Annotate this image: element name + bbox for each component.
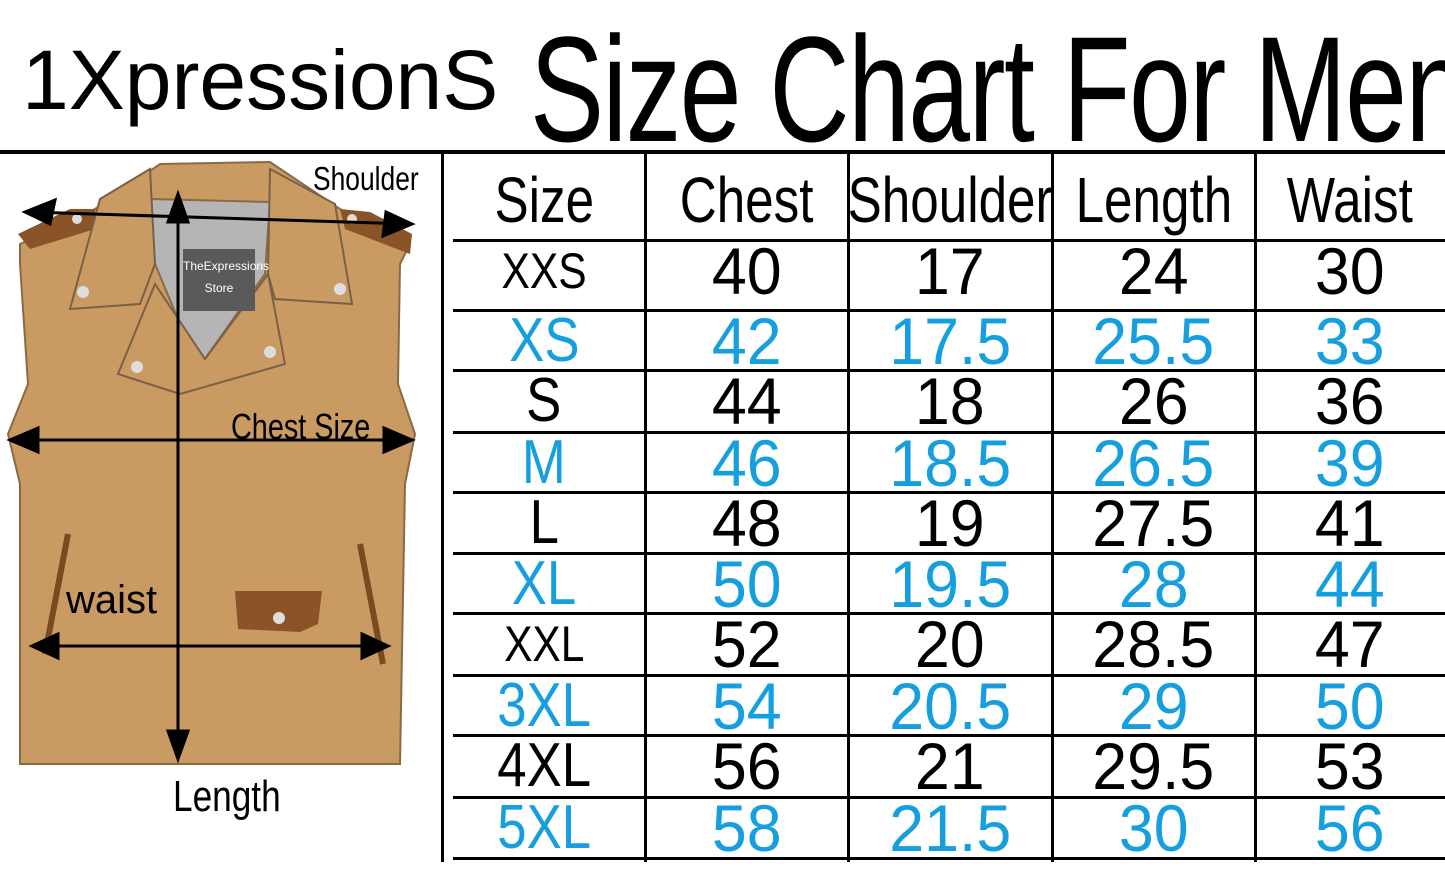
measurement-cell: 24 <box>1118 234 1189 308</box>
size-cell: XS <box>508 306 580 375</box>
vest-illustration <box>6 160 417 765</box>
column-divider <box>644 152 647 862</box>
measurement-cell: 56 <box>711 729 782 803</box>
measurement-cell: 46 <box>711 426 782 500</box>
brand-name: 1XpressionS <box>22 33 499 127</box>
measurement-cell: 29 <box>1118 669 1189 743</box>
page-title: Size Chart For Men <box>530 5 1445 173</box>
row-divider <box>453 796 1445 799</box>
column-header-waist: Waist <box>1286 164 1414 236</box>
row-divider <box>453 734 1445 737</box>
measurement-cell: 25.5 <box>1092 304 1215 378</box>
divider <box>0 150 1445 154</box>
size-cell: 5XL <box>497 793 591 862</box>
measurement-cell: 36 <box>1315 364 1385 438</box>
measurement-cell: 20 <box>915 607 985 681</box>
waist-label: waist <box>66 578 158 622</box>
measurement-cell: 44 <box>711 364 782 438</box>
size-cell: L <box>529 488 559 557</box>
brand-tag: TheExpressions Store <box>183 259 270 295</box>
measurement-cell: 50 <box>1315 669 1385 743</box>
size-cell: S <box>526 366 562 435</box>
column-divider <box>847 152 850 862</box>
measurement-cell: 28 <box>1118 547 1189 621</box>
measurement-cell: 44 <box>1315 547 1385 621</box>
measurement-cell: 18 <box>915 364 985 438</box>
measurement-cell: 39 <box>1315 426 1385 500</box>
measurement-cell: 17 <box>915 234 985 308</box>
measurement-cell: 21 <box>915 729 985 803</box>
size-cell: M <box>522 428 566 497</box>
measurement-cell: 52 <box>711 607 782 681</box>
column-header-length: Length <box>1075 164 1232 236</box>
measurement-cell: 29.5 <box>1092 729 1215 803</box>
measurement-cell: 26.5 <box>1092 426 1215 500</box>
measurement-cell: 42 <box>711 304 782 378</box>
size-cell: XXS <box>501 243 587 299</box>
measurement-cell: 26 <box>1118 364 1189 438</box>
column-header-chest: Chest <box>679 164 814 236</box>
size-cell: XL <box>511 549 577 618</box>
row-divider <box>453 431 1445 434</box>
column-divider <box>1051 152 1054 862</box>
measurement-cell: 40 <box>711 234 782 308</box>
measurement-cell: 58 <box>711 791 782 865</box>
measurement-cell: 19.5 <box>888 547 1012 621</box>
row-divider <box>453 309 1445 312</box>
measurement-cell: 21.5 <box>888 791 1012 865</box>
measurement-cell: 54 <box>711 669 782 743</box>
size-cell: XXL <box>503 616 585 672</box>
chest-size-label: Chest Size <box>231 406 371 447</box>
measurement-cell: 50 <box>711 547 782 621</box>
measurement-cell: 56 <box>1315 791 1385 865</box>
size-table: Size Chest Shoulder Length Waist XXS 40 17 24 30 X… <box>441 152 1445 865</box>
column-divider <box>441 152 444 862</box>
column-header-size: Size <box>494 164 594 236</box>
measurement-cell: 41 <box>1315 486 1385 560</box>
measurement-cell: 17.5 <box>888 304 1012 378</box>
size-cell: 4XL <box>497 731 591 800</box>
measurement-cell: 28.5 <box>1092 607 1215 681</box>
row-divider <box>453 857 1445 860</box>
measurement-cell: 30 <box>1118 791 1189 865</box>
measurement-cell: 48 <box>711 486 782 560</box>
column-divider <box>1254 152 1257 862</box>
vest-diagram: Shoulder Chest Size waist Length TheExpr… <box>0 154 440 871</box>
column-header-shoulder: Shoulder <box>847 164 1053 236</box>
measurement-cell: 19 <box>915 486 985 560</box>
row-divider <box>453 612 1445 615</box>
measurement-cell: 47 <box>1315 607 1385 681</box>
measurement-cell: 33 <box>1315 304 1385 378</box>
shoulder-label: Shoulder <box>313 160 419 197</box>
measurement-cell: 27.5 <box>1092 486 1215 560</box>
row-divider <box>453 491 1445 494</box>
length-label: Length <box>173 772 281 821</box>
row-divider <box>453 674 1445 677</box>
row-divider <box>453 552 1445 555</box>
measurement-cell: 18.5 <box>888 426 1012 500</box>
measurement-cell: 53 <box>1315 729 1385 803</box>
size-cell: 3XL <box>497 671 591 740</box>
row-divider <box>453 239 1445 242</box>
measurement-cell: 20.5 <box>888 669 1012 743</box>
row-divider <box>453 369 1445 372</box>
measurement-cell: 30 <box>1315 234 1385 308</box>
